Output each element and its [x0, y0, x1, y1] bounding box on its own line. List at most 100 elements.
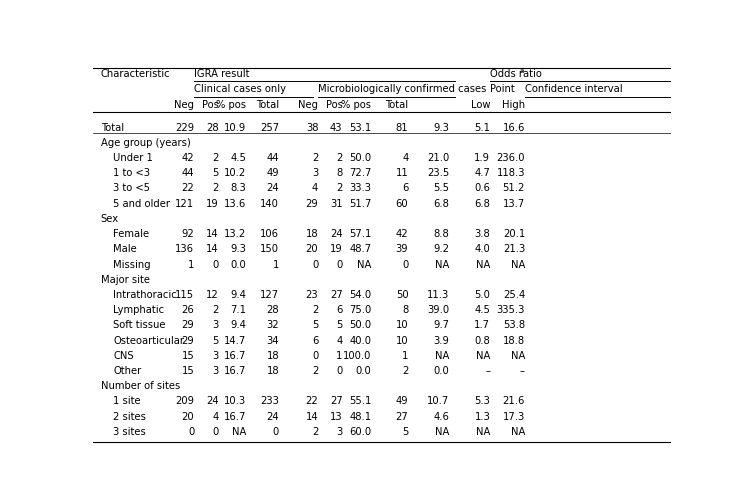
Text: 136: 136	[175, 244, 194, 255]
Text: 51.2: 51.2	[503, 183, 525, 194]
Text: 1.7: 1.7	[475, 321, 490, 330]
Text: Pos: Pos	[202, 100, 219, 110]
Text: 11.3: 11.3	[427, 290, 449, 300]
Text: 23.5: 23.5	[427, 168, 449, 178]
Text: –: –	[485, 366, 490, 376]
Text: 4.7: 4.7	[475, 168, 490, 178]
Text: 24: 24	[206, 396, 219, 406]
Text: 0: 0	[402, 260, 408, 270]
Text: 10.7: 10.7	[427, 396, 449, 406]
Text: 5.0: 5.0	[475, 290, 490, 300]
Text: Major site: Major site	[101, 275, 150, 285]
Text: 3: 3	[213, 351, 219, 361]
Text: 5: 5	[336, 321, 343, 330]
Text: 2: 2	[336, 183, 343, 194]
Text: Other: Other	[113, 366, 142, 376]
Text: Under 1: Under 1	[113, 153, 153, 163]
Text: Odds ratio: Odds ratio	[490, 70, 542, 80]
Text: 0.8: 0.8	[475, 336, 490, 346]
Text: NA: NA	[435, 427, 449, 437]
Text: 9.2: 9.2	[434, 244, 449, 255]
Text: 3.8: 3.8	[475, 229, 490, 239]
Text: 19: 19	[330, 244, 343, 255]
Text: 4: 4	[213, 412, 219, 421]
Text: 2: 2	[212, 183, 219, 194]
Text: 0.6: 0.6	[475, 183, 490, 194]
Text: NA: NA	[476, 351, 490, 361]
Text: Total: Total	[385, 100, 408, 110]
Text: 20: 20	[305, 244, 318, 255]
Text: NA: NA	[510, 351, 525, 361]
Text: 50.0: 50.0	[349, 321, 372, 330]
Text: 17.3: 17.3	[503, 412, 525, 421]
Text: 25.4: 25.4	[503, 290, 525, 300]
Text: 5: 5	[212, 168, 219, 178]
Text: 6: 6	[336, 305, 343, 315]
Text: 29: 29	[305, 199, 318, 209]
Text: 53.1: 53.1	[349, 122, 372, 133]
Text: 1 site: 1 site	[113, 396, 141, 406]
Text: 6.8: 6.8	[434, 199, 449, 209]
Text: 2 sites: 2 sites	[113, 412, 146, 421]
Text: Confidence interval: Confidence interval	[525, 84, 623, 94]
Text: 127: 127	[260, 290, 279, 300]
Text: Male: Male	[113, 244, 137, 255]
Text: 13: 13	[330, 412, 343, 421]
Text: 5.1: 5.1	[475, 122, 490, 133]
Text: 33.3: 33.3	[349, 183, 372, 194]
Text: Neg: Neg	[174, 100, 194, 110]
Text: 39: 39	[396, 244, 408, 255]
Text: 5: 5	[212, 336, 219, 346]
Text: 118.3: 118.3	[496, 168, 525, 178]
Text: 92: 92	[182, 229, 194, 239]
Text: Total: Total	[101, 122, 124, 133]
Text: 51.7: 51.7	[349, 199, 372, 209]
Text: a: a	[520, 69, 524, 75]
Text: 48.1: 48.1	[349, 412, 372, 421]
Text: Clinical cases only: Clinical cases only	[194, 84, 286, 94]
Text: 5.5: 5.5	[434, 183, 449, 194]
Text: 4.0: 4.0	[475, 244, 490, 255]
Text: 1: 1	[402, 351, 408, 361]
Text: High: High	[502, 100, 525, 110]
Text: 0.0: 0.0	[230, 260, 246, 270]
Text: 72.7: 72.7	[349, 168, 372, 178]
Text: 55.1: 55.1	[349, 396, 372, 406]
Text: 34: 34	[267, 336, 279, 346]
Text: 32: 32	[267, 321, 279, 330]
Text: 14: 14	[206, 244, 219, 255]
Text: 29: 29	[182, 321, 194, 330]
Text: Intrathoracic: Intrathoracic	[113, 290, 177, 300]
Text: 0: 0	[336, 366, 343, 376]
Text: 28: 28	[267, 305, 279, 315]
Text: 21.3: 21.3	[503, 244, 525, 255]
Text: NA: NA	[232, 427, 246, 437]
Text: 18: 18	[267, 366, 279, 376]
Text: 31: 31	[330, 199, 343, 209]
Text: 0: 0	[312, 351, 318, 361]
Text: 11: 11	[396, 168, 408, 178]
Text: 2: 2	[312, 366, 318, 376]
Text: NA: NA	[435, 260, 449, 270]
Text: 2: 2	[212, 305, 219, 315]
Text: 3 to <5: 3 to <5	[113, 183, 150, 194]
Text: 42: 42	[396, 229, 408, 239]
Text: Point: Point	[490, 84, 515, 94]
Text: 10: 10	[396, 321, 408, 330]
Text: 16.7: 16.7	[224, 366, 246, 376]
Text: 43: 43	[330, 122, 343, 133]
Text: 0: 0	[273, 427, 279, 437]
Text: 14: 14	[305, 412, 318, 421]
Text: 2: 2	[312, 427, 318, 437]
Text: 49: 49	[267, 168, 279, 178]
Text: 0: 0	[213, 427, 219, 437]
Text: 9.3: 9.3	[434, 122, 449, 133]
Text: Sex: Sex	[101, 214, 118, 224]
Text: 4.6: 4.6	[434, 412, 449, 421]
Text: 38: 38	[305, 122, 318, 133]
Text: 18: 18	[305, 229, 318, 239]
Text: NA: NA	[357, 260, 372, 270]
Text: 16.7: 16.7	[224, 351, 246, 361]
Text: Pos: Pos	[326, 100, 343, 110]
Text: 2: 2	[212, 153, 219, 163]
